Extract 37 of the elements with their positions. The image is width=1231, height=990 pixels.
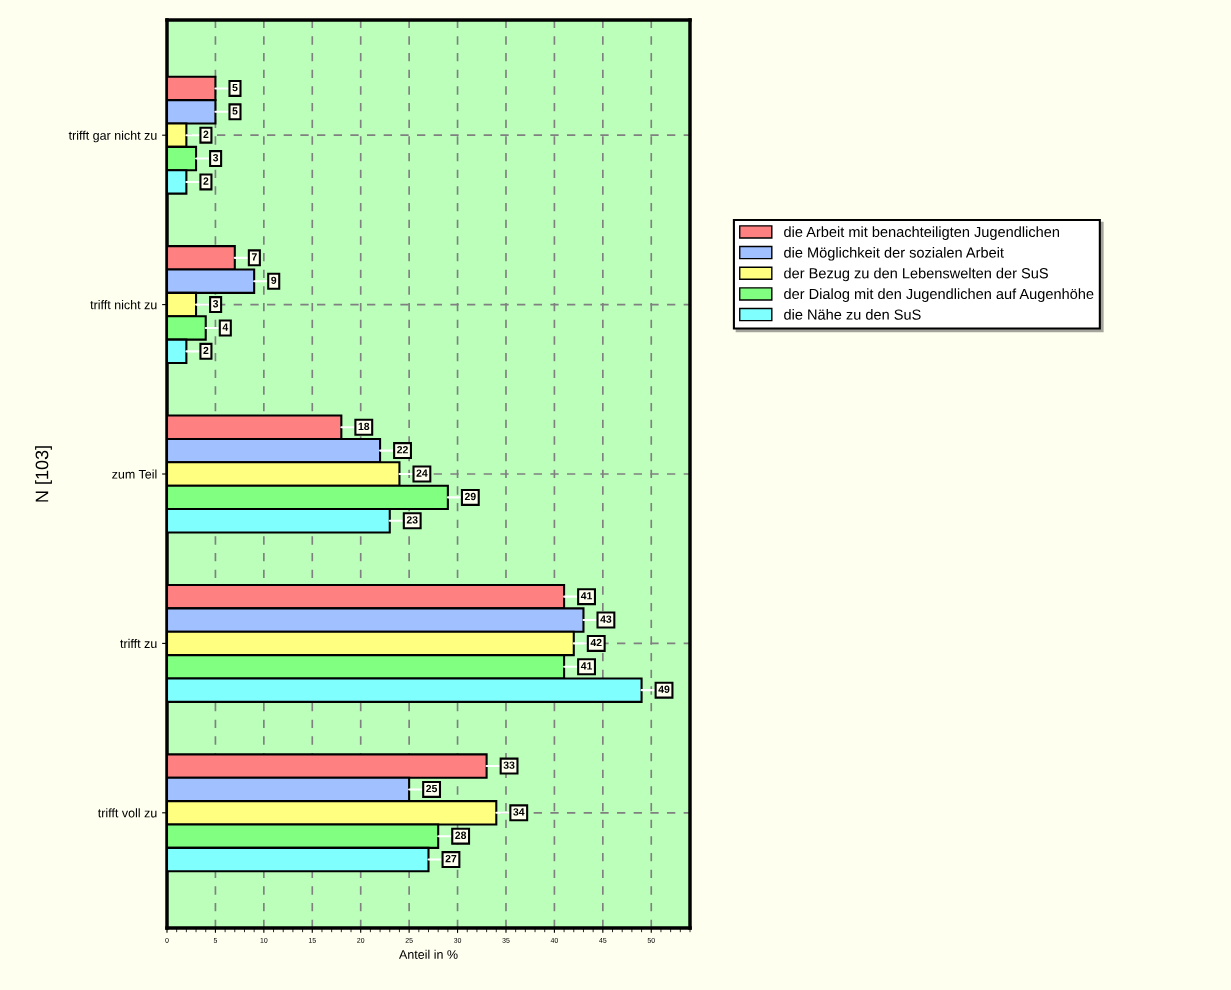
data-label: 18 <box>358 422 370 431</box>
data-label: 2 <box>203 346 209 355</box>
data-label: 25 <box>426 784 438 793</box>
y-axis-title: N [103] <box>35 446 52 502</box>
data-label: 7 <box>251 253 257 261</box>
data-label: 43 <box>600 615 612 623</box>
data-label: 5 <box>232 83 238 92</box>
legend-label: die Nähe zu den SuS <box>784 309 921 320</box>
y-tick-label: trifft zu <box>120 638 157 649</box>
y-tick-label: trifft voll zu <box>97 808 157 818</box>
legend-label: der Bezug zu den Lebenswelten der SuS <box>784 267 1048 282</box>
data-label: 29 <box>464 492 476 501</box>
data-label: 4 <box>222 323 229 331</box>
data-label: 34 <box>513 808 525 816</box>
data-label: 2 <box>203 130 209 138</box>
data-label: 2 <box>203 177 209 185</box>
data-label: 3 <box>212 300 219 308</box>
y-tick-label: zum Teil <box>112 469 157 479</box>
data-label: 41 <box>580 592 593 600</box>
x-axis-title: Anteil in % <box>399 949 458 959</box>
data-label: 28 <box>455 831 467 839</box>
y-tick-label: trifft nicht zu <box>90 300 157 310</box>
data-label: 22 <box>397 446 408 454</box>
data-label: 9 <box>271 276 277 285</box>
data-label: 49 <box>658 685 670 693</box>
legend-label: die Möglichkeit der sozialen Arbeit <box>784 247 1004 261</box>
data-label: 23 <box>406 516 418 524</box>
legend-label: der Dialog mit den Jugendlichen auf Augenhöhe <box>784 288 1094 302</box>
y-tick-label: trifft gar nicht zu <box>68 130 157 143</box>
data-label: 41 <box>580 662 593 670</box>
data-label: 24 <box>416 469 428 477</box>
data-label: 3 <box>212 153 219 162</box>
data-label: 42 <box>590 638 602 647</box>
data-label: 33 <box>503 761 515 769</box>
data-label: 27 <box>445 854 457 863</box>
legend-label: die Arbeit mit benachteiligten Jugendlichen <box>784 226 1059 240</box>
data-label: 5 <box>232 107 238 115</box>
